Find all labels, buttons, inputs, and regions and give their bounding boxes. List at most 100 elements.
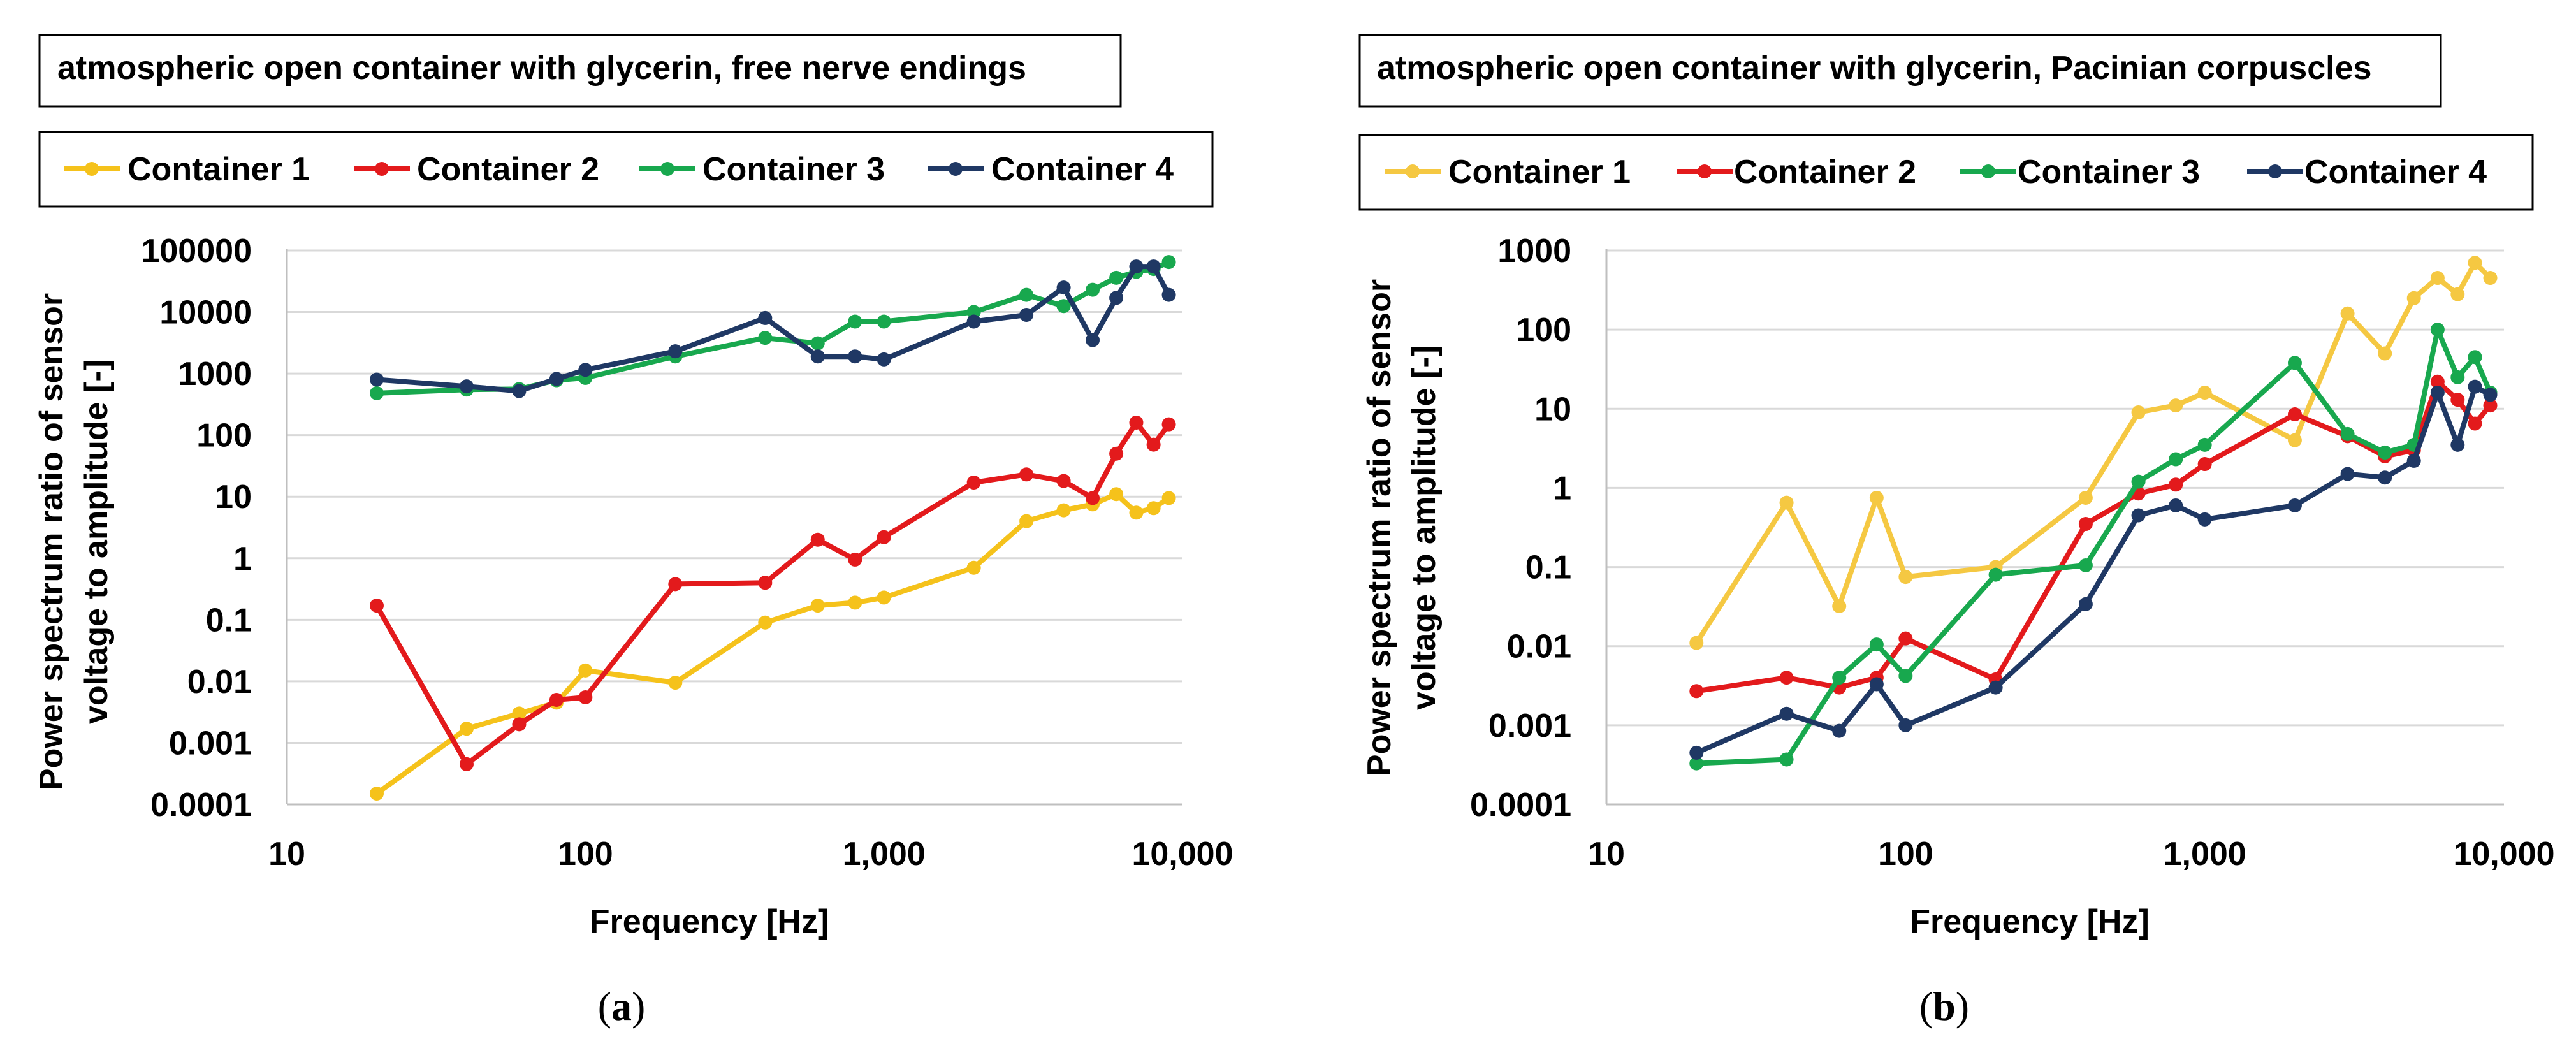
- data-point: [1869, 490, 1884, 505]
- data-point: [1056, 299, 1071, 314]
- series-1: [1689, 256, 2498, 650]
- data-point: [1109, 270, 1124, 285]
- y-tick-label: 0.0001: [150, 787, 252, 824]
- legend-label: Container 1: [1448, 154, 1631, 191]
- data-point: [1019, 307, 1034, 322]
- data-point: [2169, 398, 2183, 413]
- data-point: [877, 530, 891, 544]
- data-point: [2378, 445, 2392, 460]
- data-point: [459, 722, 474, 736]
- caption-letter: b: [1933, 984, 1956, 1029]
- series-1: [369, 487, 1176, 801]
- y-tick-label: 100: [196, 418, 252, 454]
- data-point: [2197, 437, 2212, 452]
- y-tick-label: 0.001: [169, 725, 252, 762]
- series-3: [1689, 323, 2498, 771]
- data-point: [1056, 474, 1071, 488]
- chart-panel-b: atmospheric open container with glycerin…: [1358, 34, 2555, 1029]
- data-point: [1146, 437, 1161, 452]
- data-point: [2197, 457, 2212, 472]
- data-point: [1689, 636, 1704, 650]
- data-point: [2197, 512, 2212, 527]
- data-point: [2378, 346, 2392, 361]
- y-axis-label-line-2: voltage to amplitude [-]: [78, 360, 115, 724]
- data-point: [2450, 393, 2465, 407]
- series-line: [1696, 327, 2493, 766]
- data-point: [2131, 508, 2146, 523]
- data-point: [578, 690, 593, 704]
- data-point: [848, 349, 862, 364]
- legend-label: Container 4: [991, 151, 1174, 188]
- data-point: [1109, 487, 1124, 502]
- legend-box: [38, 131, 1214, 208]
- series-line: [375, 491, 1170, 796]
- data-point: [1689, 745, 1704, 760]
- data-point: [369, 386, 384, 400]
- legend-item-2: Container 2: [1677, 154, 1916, 191]
- data-point: [459, 757, 474, 771]
- legend-item-1: Container 1: [1385, 154, 1631, 191]
- data-point: [2287, 498, 2302, 512]
- data-point: [2378, 470, 2392, 485]
- data-point: [1129, 259, 1144, 274]
- x-tick-label: 10,000: [1132, 836, 1233, 873]
- data-point: [1869, 677, 1884, 692]
- data-point: [2197, 385, 2212, 400]
- series-line: [374, 420, 1171, 767]
- data-point: [2483, 271, 2498, 286]
- data-point: [549, 692, 564, 707]
- caption-close: ): [1956, 984, 1969, 1029]
- caption-open: (: [598, 984, 611, 1029]
- legend-label: Container 2: [417, 151, 599, 188]
- y-tick-label: 100: [1516, 312, 1571, 349]
- series-3: [369, 255, 1176, 400]
- series-line: [1694, 260, 2492, 644]
- legend-item-1: Container 1: [64, 151, 310, 188]
- y-tick-label: 1: [233, 541, 252, 577]
- data-point: [2468, 256, 2482, 270]
- legend-marker: [2268, 164, 2282, 178]
- data-point: [2078, 558, 2093, 572]
- data-point: [578, 363, 593, 377]
- data-point: [2430, 374, 2445, 389]
- legend-marker: [1698, 164, 1712, 178]
- chart-title: atmospheric open container with glycerin…: [57, 50, 1026, 87]
- data-point: [2131, 405, 2146, 419]
- y-tick-label: 10: [215, 479, 252, 516]
- data-point: [1146, 501, 1161, 516]
- data-point: [877, 352, 891, 367]
- y-tick-label: 100000: [141, 233, 252, 270]
- series-2: [1689, 374, 2498, 699]
- data-point: [2340, 306, 2355, 321]
- data-point: [2078, 490, 2093, 505]
- legend-marker: [85, 162, 99, 176]
- data-point: [877, 314, 891, 329]
- x-tick-label: 1,000: [843, 836, 926, 873]
- data-point: [1019, 467, 1034, 482]
- data-point: [369, 599, 384, 613]
- data-point: [1086, 282, 1100, 297]
- y-tick-label: 0.1: [1525, 549, 1571, 586]
- y-tick-label: 0.001: [1488, 708, 1571, 745]
- data-point: [1779, 706, 1794, 721]
- data-point: [848, 595, 862, 610]
- x-tick-label: 100: [558, 836, 613, 873]
- data-point: [2430, 323, 2445, 337]
- data-point: [2430, 385, 2445, 400]
- data-point: [578, 663, 593, 678]
- data-point: [2483, 398, 2498, 413]
- x-tick-label: 100: [1878, 836, 1933, 873]
- data-point: [1689, 756, 1704, 771]
- y-tick-label: 1000: [1497, 233, 1571, 270]
- data-point: [1161, 491, 1176, 505]
- data-point: [2450, 370, 2465, 384]
- series-4: [369, 259, 1176, 398]
- x-tick-label: 10,000: [2453, 836, 2554, 873]
- chart-panel-a: atmospheric open container with glycerin…: [33, 34, 1233, 1029]
- data-point: [369, 372, 384, 387]
- data-point: [668, 676, 683, 690]
- data-point: [1056, 503, 1071, 518]
- data-point: [1832, 599, 1847, 614]
- legend-label: Container 4: [2304, 154, 2487, 191]
